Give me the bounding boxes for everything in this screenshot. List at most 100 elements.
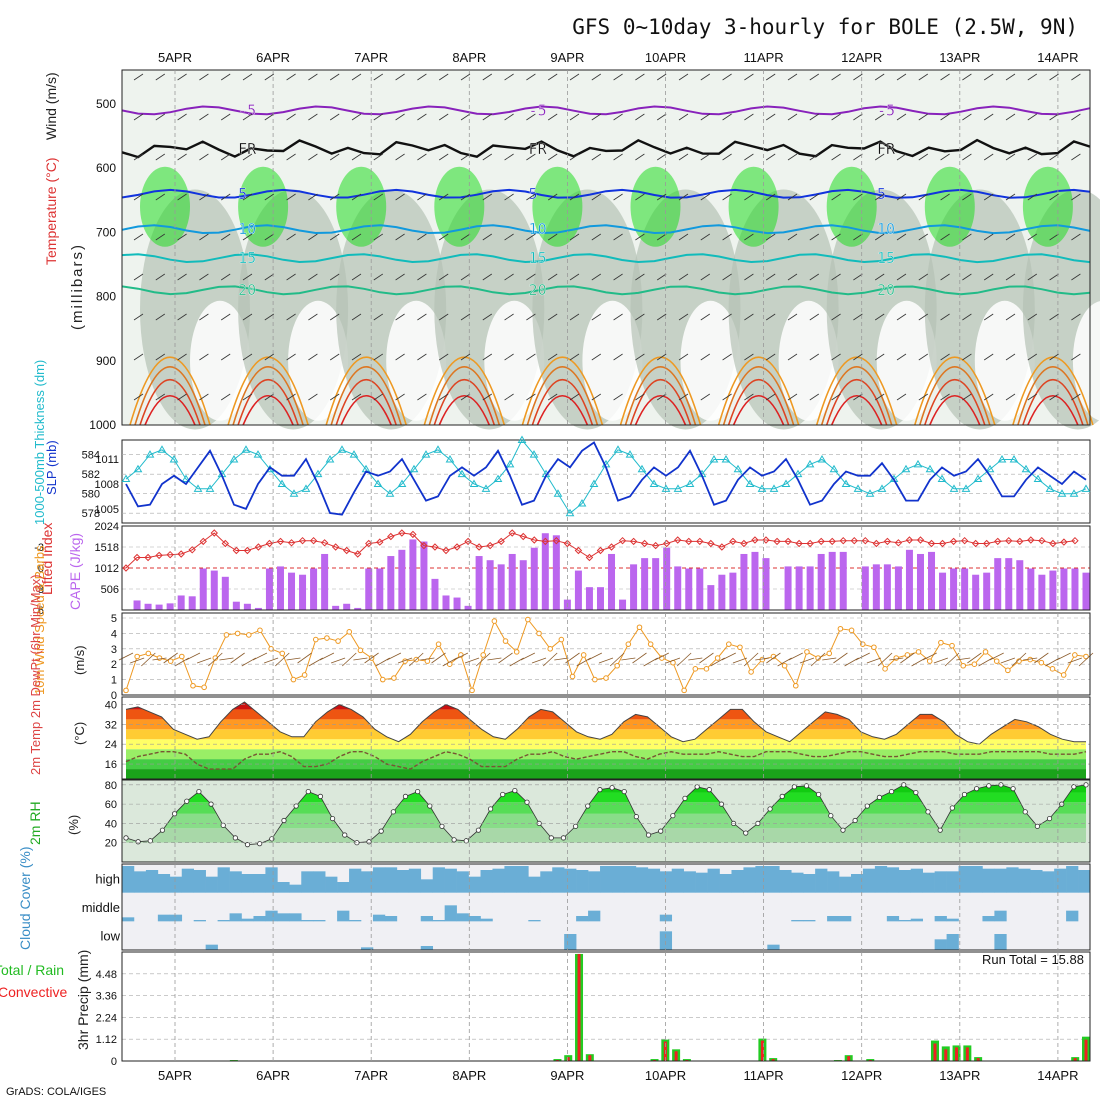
- cape-bar: [321, 553, 329, 610]
- wind10-point: [993, 658, 1000, 664]
- wind-barb: [395, 73, 405, 81]
- cloud-bar: [958, 866, 971, 893]
- cloud-bar: [193, 870, 206, 893]
- wind-barb: [220, 193, 231, 201]
- wind-barb: [896, 193, 907, 201]
- thickness-point: [229, 455, 239, 463]
- rh2m-point: [682, 795, 688, 801]
- wind-barb: [591, 313, 602, 321]
- wind-barb: [460, 393, 471, 401]
- wind10-barb: [1011, 652, 1027, 667]
- wind-barb: [133, 233, 144, 241]
- wind10-point: [391, 675, 397, 681]
- wind-barb: [896, 73, 907, 81]
- temp-contour: [121, 105, 1091, 116]
- cape-bar: [464, 605, 472, 610]
- cloud-bar: [540, 871, 553, 893]
- wind-barb: [787, 193, 798, 201]
- wind10-point: [837, 625, 844, 632]
- slp-tick: 1011: [95, 454, 119, 466]
- wind-barb: [613, 393, 623, 401]
- temp-bands: [126, 702, 1086, 779]
- cape-bar: [486, 560, 494, 610]
- cloud-bar: [325, 876, 338, 893]
- cloud-bar: [145, 870, 159, 893]
- wind-barb: [504, 313, 514, 321]
- wind-barb: [765, 73, 776, 81]
- li-point: [1038, 536, 1046, 545]
- thickness-point: [625, 450, 635, 458]
- wind-barb: [896, 393, 907, 401]
- wind-barb: [286, 73, 296, 81]
- rh-shade-dry: [582, 300, 643, 421]
- li-point: [762, 536, 770, 544]
- cape-bar: [1082, 572, 1090, 610]
- cloud-bar: [564, 934, 577, 950]
- thickness-point: [337, 445, 347, 453]
- wind-barb: [373, 353, 384, 361]
- cloud-bar: [779, 870, 792, 893]
- wind-barb: [264, 273, 275, 281]
- li-point: [773, 537, 781, 546]
- wind-barb: [177, 273, 187, 281]
- li-point: [883, 537, 892, 546]
- cloud-bar: [229, 871, 242, 893]
- thickness-point: [1033, 474, 1043, 483]
- rh2m-point: [694, 784, 700, 790]
- wind-barb: [220, 73, 231, 81]
- date-label-bottom: 10APR: [645, 1068, 686, 1083]
- wind-barb: [351, 193, 362, 201]
- wind-barb: [591, 353, 602, 361]
- wind-barb: [678, 273, 689, 281]
- wind-barb: [569, 73, 580, 81]
- wind-barb: [155, 313, 166, 321]
- wind-barb: [853, 153, 863, 161]
- wind10-barb: [889, 657, 904, 661]
- wind-barb: [635, 313, 645, 321]
- wind-barb: [613, 73, 623, 81]
- pressure-tick: 600: [96, 161, 116, 175]
- rh-shade-green: [826, 166, 877, 247]
- li-point: [486, 541, 494, 550]
- cape-bar: [641, 558, 649, 610]
- wind10-point: [469, 687, 475, 694]
- wind10-barb: [587, 652, 603, 661]
- wind-barb: [417, 313, 427, 321]
- wind-barb: [286, 233, 296, 241]
- wind10-barb: [810, 652, 826, 667]
- cloud-bar: [444, 905, 457, 922]
- wind-barb: [242, 273, 253, 281]
- contour-label: -5: [529, 101, 547, 119]
- wind10-point: [301, 672, 308, 678]
- rh2m-point: [427, 803, 433, 809]
- wind-barb: [722, 353, 732, 361]
- rh-frame: [121, 779, 1091, 863]
- wind-barb: [1027, 393, 1038, 401]
- wind-barb: [1027, 153, 1038, 161]
- cloud-bar: [898, 920, 912, 922]
- li-point: [662, 539, 671, 548]
- wind10-barb: [487, 657, 502, 661]
- wind-barb: [874, 273, 885, 281]
- wind-barb: [591, 153, 602, 161]
- cloud-bar: [492, 868, 505, 893]
- wind-barb: [678, 113, 689, 121]
- wind-barb: [155, 73, 166, 81]
- wind-barb: [460, 73, 471, 81]
- wind-barb: [940, 233, 950, 241]
- label-slp: SLP (mb): [44, 440, 59, 495]
- wind-barb: [1049, 193, 1059, 201]
- wind-barb: [896, 233, 907, 241]
- wind-barb: [874, 353, 885, 361]
- wind10-point: [525, 616, 531, 623]
- li-point: [177, 550, 185, 558]
- cloud-bar: [337, 882, 350, 893]
- wind-barb: [177, 113, 187, 121]
- wind-barb: [329, 273, 340, 281]
- label-temp2m-unit: (°C): [72, 722, 87, 745]
- wind-barb: [526, 353, 536, 361]
- slp-tick: 1008: [95, 479, 119, 491]
- wind-barb: [678, 73, 689, 81]
- wind-tick: 4: [111, 628, 117, 640]
- wind10-point: [257, 627, 263, 634]
